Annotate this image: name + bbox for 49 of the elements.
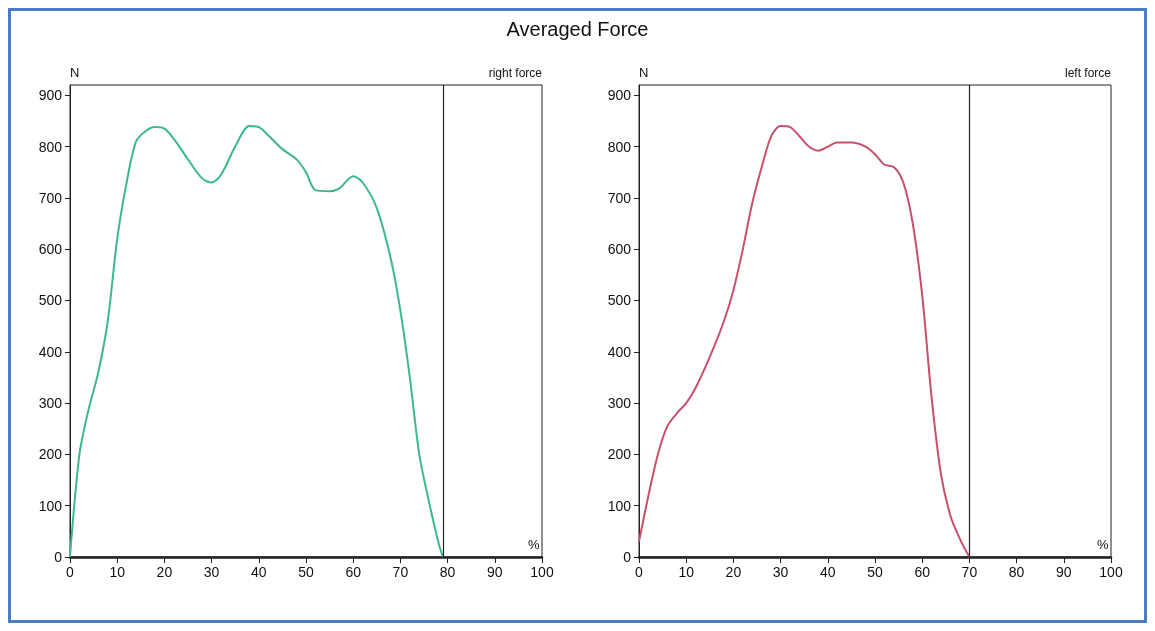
y-tick-label: 100 bbox=[38, 497, 63, 514]
y-tick-label: 900 bbox=[38, 87, 63, 104]
x-tick-label: 80 bbox=[1008, 564, 1025, 580]
y-tick-label: 400 bbox=[38, 343, 63, 360]
x-tick-label: 80 bbox=[439, 564, 456, 580]
x-tick-label: 30 bbox=[772, 564, 789, 580]
y-tick-label: 700 bbox=[38, 189, 63, 206]
x-tick-label: 60 bbox=[345, 564, 362, 580]
x-axis-title: % bbox=[528, 537, 540, 552]
y-tick-label: 600 bbox=[607, 241, 632, 258]
x-tick-label: 90 bbox=[1056, 564, 1072, 580]
y-tick-label: 300 bbox=[38, 395, 63, 412]
y-tick-label: 200 bbox=[607, 446, 632, 463]
x-tick-label: 20 bbox=[156, 564, 173, 580]
x-tick-label: 60 bbox=[914, 564, 931, 580]
y-tick-label: 500 bbox=[38, 292, 63, 309]
text: right force bbox=[488, 66, 543, 80]
y-tick-label: 100 bbox=[607, 497, 632, 514]
y-tick-label: 700 bbox=[607, 189, 632, 206]
x-tick-label: 70 bbox=[392, 564, 409, 580]
y-tick-label: 300 bbox=[607, 395, 632, 412]
x-tick-label: 40 bbox=[251, 564, 267, 580]
y-tick-label: 500 bbox=[607, 292, 632, 309]
x-tick-label: 50 bbox=[298, 564, 314, 580]
chart-title: Averaged Force bbox=[505, 17, 650, 42]
x-tick-label: 10 bbox=[678, 564, 695, 580]
text: left force bbox=[1064, 66, 1112, 80]
y-tick-label: 900 bbox=[607, 87, 632, 104]
y-axis-title: N bbox=[70, 65, 80, 80]
x-tick-label: 0 bbox=[66, 564, 75, 580]
y-tick-label: 600 bbox=[38, 241, 63, 258]
x-tick-label: 100 bbox=[530, 564, 554, 580]
y-tick-label: 800 bbox=[607, 138, 632, 155]
y-tick-label: 0 bbox=[623, 549, 632, 565]
y-tick-label: 0 bbox=[54, 549, 63, 565]
x-tick-label: 20 bbox=[725, 564, 742, 580]
y-tick-label: 200 bbox=[38, 446, 63, 463]
y-tick-label: 800 bbox=[38, 138, 63, 155]
x-tick-label: 100 bbox=[1099, 564, 1123, 580]
x-tick-label: 0 bbox=[635, 564, 644, 580]
y-axis-title: N bbox=[639, 65, 649, 80]
x-tick-label: 90 bbox=[487, 564, 503, 580]
x-tick-label: 70 bbox=[961, 564, 978, 580]
x-axis-title: % bbox=[1097, 537, 1109, 552]
x-tick-label: 40 bbox=[820, 564, 836, 580]
y-tick-label: 400 bbox=[607, 343, 632, 360]
x-tick-label: 30 bbox=[203, 564, 220, 580]
x-tick-label: 50 bbox=[867, 564, 883, 580]
x-tick-label: 10 bbox=[109, 564, 126, 580]
